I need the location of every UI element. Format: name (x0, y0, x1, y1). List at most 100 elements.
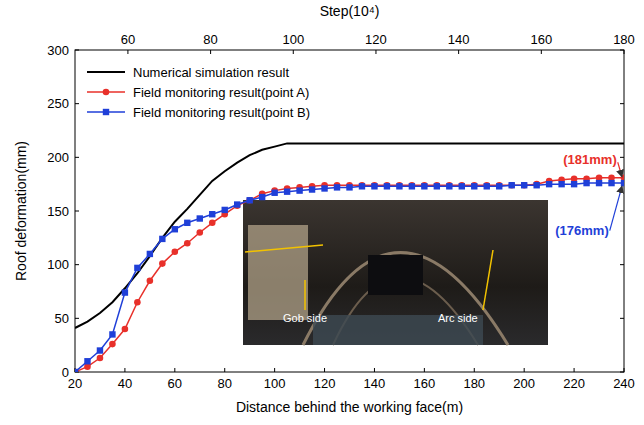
annotation-arrow (610, 186, 622, 231)
point (558, 181, 564, 187)
x2-tick (541, 50, 542, 54)
x2-tick-label: 140 (448, 32, 470, 47)
point (446, 183, 452, 189)
y-tick (75, 157, 79, 158)
x2-axis-title: Step(10⁴) (320, 3, 380, 19)
y-tick (620, 211, 624, 212)
x2-tick-label: 160 (530, 32, 552, 47)
point (184, 240, 191, 247)
x-tick-label: 80 (217, 376, 231, 391)
point (371, 183, 377, 189)
point (75, 369, 78, 372)
x2-tick (127, 50, 128, 54)
point (122, 289, 128, 295)
legend-label: Numerical simulation result (133, 65, 289, 80)
point (222, 207, 228, 213)
y-tick (620, 50, 624, 51)
inset-arrow (483, 250, 493, 310)
point (159, 236, 165, 242)
point (596, 180, 602, 186)
point (384, 182, 391, 189)
point (246, 197, 253, 204)
point (483, 182, 490, 189)
y-tick (620, 157, 624, 158)
x2-tick (624, 50, 625, 54)
x2-tick (458, 50, 459, 54)
point (384, 183, 390, 189)
point (421, 183, 427, 189)
point (234, 202, 241, 209)
x-tick-label: 220 (563, 376, 585, 391)
x-tick-label: 100 (264, 376, 286, 391)
point (234, 201, 240, 207)
point (197, 215, 203, 221)
point (309, 186, 315, 192)
arch (303, 253, 508, 346)
y-tick-label: 150 (47, 204, 69, 219)
x-axis-title: Distance behind the working face(m) (236, 399, 463, 415)
y-tick (75, 50, 79, 51)
x-tick (424, 368, 425, 372)
x-tick-label: 240 (613, 376, 635, 391)
point (359, 182, 366, 189)
point (147, 277, 154, 284)
point (271, 190, 277, 196)
point (109, 331, 115, 337)
x-tick (174, 368, 175, 372)
x2-tick-label: 100 (282, 32, 304, 47)
chart: Gob sideArc side204060801001201401601802… (0, 0, 644, 425)
point (122, 326, 129, 333)
point (321, 185, 327, 191)
point (147, 251, 153, 257)
x-tick-label: 120 (314, 376, 336, 391)
inset-photo (243, 200, 548, 345)
series-line (75, 183, 624, 372)
x-tick-label: 40 (118, 376, 132, 391)
point (471, 183, 477, 189)
point (346, 184, 352, 190)
y-tick-label: 100 (47, 257, 69, 272)
point (246, 197, 252, 203)
point (396, 182, 403, 189)
point (496, 183, 502, 189)
point (484, 183, 490, 189)
point (621, 180, 624, 186)
x-tick (224, 368, 225, 372)
point (84, 358, 90, 364)
point (159, 260, 166, 267)
point (521, 182, 528, 189)
annotation-arrow (618, 162, 622, 177)
point (421, 182, 428, 189)
point (508, 182, 515, 189)
y-tick-label: 200 (47, 150, 69, 165)
x-tick (324, 368, 325, 372)
point (172, 248, 179, 255)
point (371, 182, 378, 189)
y-tick (620, 372, 624, 373)
y-tick-label: 50 (55, 311, 69, 326)
x-tick-label: 20 (68, 376, 82, 391)
annotation: (176mm) (555, 223, 608, 238)
point (284, 188, 290, 194)
x-tick (574, 368, 575, 372)
point (458, 182, 465, 189)
y-tick-label: 0 (62, 365, 69, 380)
plot-frame (75, 50, 624, 372)
inset-arrow (245, 245, 323, 252)
point (471, 182, 478, 189)
x2-tick (293, 50, 294, 54)
x-tick (524, 368, 525, 372)
point (608, 180, 614, 186)
y-axis-title: Roof deformation(mm) (13, 141, 29, 281)
y-tick (75, 103, 79, 104)
tunnel-end (368, 255, 423, 295)
point (134, 299, 141, 306)
inset-label: Gob side (283, 312, 327, 324)
x-tick (124, 368, 125, 372)
point (103, 89, 110, 96)
point (533, 182, 539, 188)
point (103, 109, 109, 115)
y-tick-label: 300 (47, 43, 69, 58)
point (583, 180, 589, 186)
y-tick (620, 103, 624, 104)
